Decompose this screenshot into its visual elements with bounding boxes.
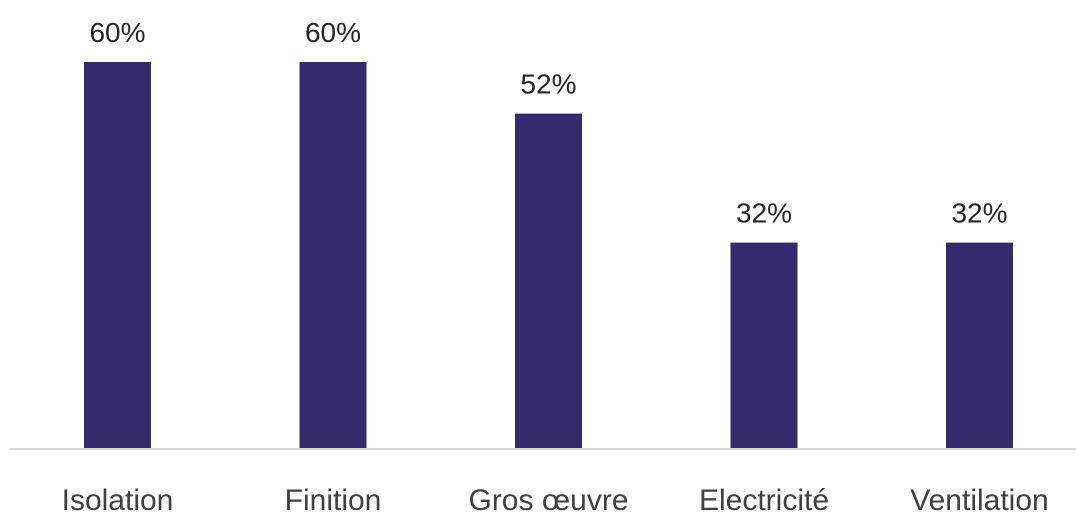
x-tick-label-0: Isolation xyxy=(62,484,174,514)
x-tick-label-3: Electricité xyxy=(699,484,829,514)
bar-0 xyxy=(84,62,151,449)
bars-group xyxy=(84,62,1013,449)
x-tick-label-1: Finition xyxy=(285,484,382,514)
x-tick-labels-group: Isolation Finition Gros œuvre Electricité Ve… xyxy=(62,484,1049,514)
bar-1 xyxy=(299,62,367,449)
bar-2 xyxy=(515,113,582,449)
data-label-0: 60% xyxy=(89,17,145,48)
data-label-3: 32% xyxy=(736,198,792,229)
bar-3 xyxy=(730,242,798,449)
x-tick-label-4: Ventilation xyxy=(910,484,1048,514)
data-label-1: 60% xyxy=(305,17,361,48)
data-labels-group: 60% 60% 52% 32% 32% xyxy=(89,17,1007,229)
data-label-4: 32% xyxy=(951,198,1007,229)
x-tick-label-2: Gros œuvre xyxy=(468,484,628,514)
bar-4 xyxy=(946,242,1013,449)
data-label-2: 52% xyxy=(520,69,576,100)
